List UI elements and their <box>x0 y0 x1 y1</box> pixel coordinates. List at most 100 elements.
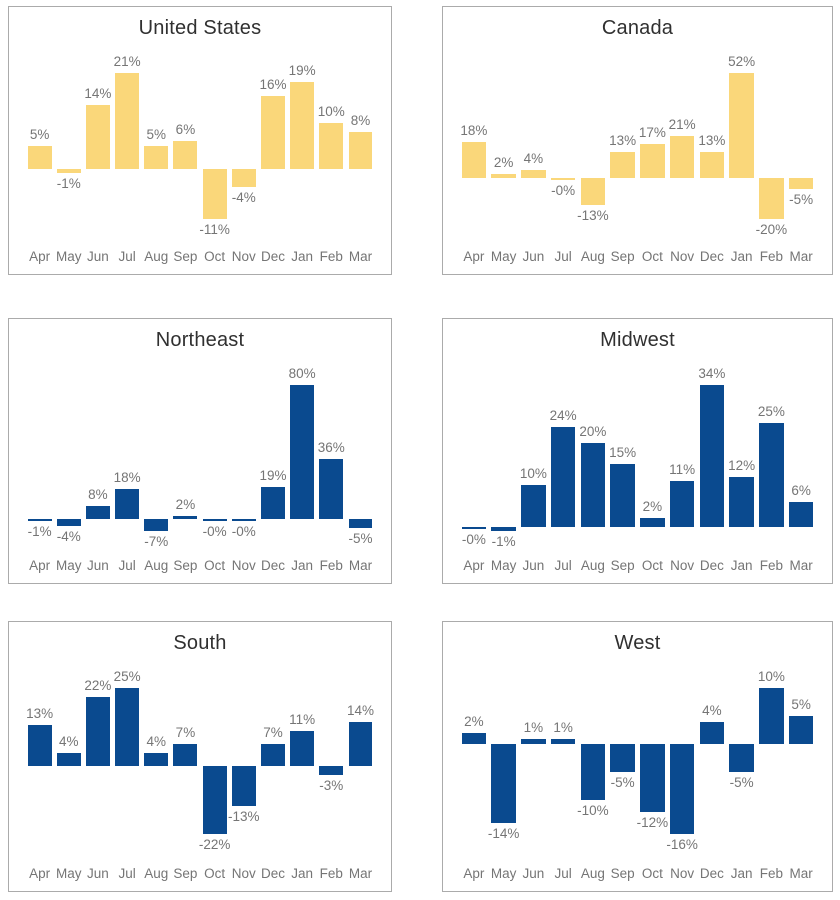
data-label-oct: -0% <box>202 524 227 540</box>
bar-jan[interactable] <box>290 731 315 766</box>
bar-feb[interactable] <box>759 178 784 219</box>
bar-apr[interactable] <box>27 519 52 522</box>
chart-panel-south: South 13% 4% 22% 25% 4% 7% -22% -13% 7% 11% -3% 14%… <box>8 621 392 892</box>
bar-oct[interactable] <box>640 518 665 527</box>
bar-jul[interactable] <box>550 738 576 745</box>
axis-label-apr: Apr <box>29 558 51 573</box>
bar-sep[interactable] <box>610 152 635 179</box>
bar-jan[interactable] <box>729 744 754 773</box>
bar-mar[interactable] <box>788 501 814 527</box>
bar-jul[interactable] <box>115 489 140 520</box>
bar-sep[interactable] <box>173 743 198 766</box>
bar-aug[interactable] <box>144 519 169 531</box>
bar-nov[interactable] <box>669 744 695 834</box>
axis-label-may: May <box>490 249 517 264</box>
bar-jul[interactable] <box>550 426 576 527</box>
bar-mar[interactable] <box>348 132 373 169</box>
data-label-may: -14% <box>487 825 520 841</box>
bar-column-dec: 16% <box>258 55 287 237</box>
bar-feb[interactable] <box>319 458 344 520</box>
bar-dec[interactable] <box>261 743 285 766</box>
bar-aug[interactable] <box>580 178 606 205</box>
bar-jul[interactable] <box>115 73 140 169</box>
bar-sep[interactable] <box>610 464 635 527</box>
bar-column-aug: 5% <box>142 55 171 237</box>
bar-dec[interactable] <box>261 95 285 169</box>
bar-sep[interactable] <box>610 744 635 773</box>
bar-oct[interactable] <box>202 168 227 219</box>
bar-column-may: 2% <box>489 55 519 237</box>
bar-jan[interactable] <box>290 385 315 520</box>
bar-jan[interactable] <box>290 82 315 169</box>
bar-apr[interactable] <box>461 141 487 179</box>
bar-apr[interactable] <box>27 725 52 766</box>
bar-jun[interactable] <box>521 738 546 745</box>
bar-feb[interactable] <box>759 688 784 745</box>
bar-may[interactable] <box>491 526 516 531</box>
bar-column-may: -4% <box>54 367 83 549</box>
bar-may[interactable] <box>491 744 516 823</box>
bar-dec[interactable] <box>699 721 725 745</box>
bar-nov[interactable] <box>669 480 695 527</box>
data-label-jan: 12% <box>728 457 756 473</box>
bar-jun[interactable] <box>85 505 110 520</box>
bar-jul[interactable] <box>115 688 140 766</box>
bar-mar[interactable] <box>348 722 373 766</box>
bar-column-oct: -12% <box>636 670 669 852</box>
bar-mar[interactable] <box>788 716 814 745</box>
plot-area: 13% 4% 22% 25% 4% 7% -22% -13% 7% 11% -3% 14% <box>25 670 375 852</box>
bar-nov[interactable] <box>669 135 695 179</box>
bar-mar[interactable] <box>348 519 373 528</box>
bar-column-jul: 25% <box>113 670 142 852</box>
bar-column-jan: 11% <box>288 670 317 852</box>
data-label-dec: 34% <box>698 366 726 381</box>
bar-jan[interactable] <box>729 73 754 179</box>
bar-mar[interactable] <box>788 178 814 189</box>
bar-oct[interactable] <box>202 765 227 834</box>
bar-may[interactable] <box>56 753 81 766</box>
axis-label-nov: Nov <box>670 249 695 264</box>
bar-oct[interactable] <box>640 143 665 179</box>
bar-jun[interactable] <box>85 697 110 766</box>
bar-column-may: -14% <box>487 670 520 852</box>
plot-area: -0% -1% 10% 24% 20% 15% 2% 11% 34% 12% 25% 6% <box>459 367 816 549</box>
bar-aug[interactable] <box>580 443 606 527</box>
bar-feb[interactable] <box>319 765 344 775</box>
bar-column-apr: 13% <box>25 670 54 852</box>
bar-apr[interactable] <box>461 732 487 745</box>
axis-label-sep: Sep <box>173 558 198 573</box>
bar-may[interactable] <box>56 519 81 526</box>
bar-aug[interactable] <box>144 753 169 766</box>
bar-jun[interactable] <box>521 485 546 527</box>
bar-apr[interactable] <box>27 146 52 169</box>
data-label-oct: -12% <box>636 814 669 830</box>
bar-nov[interactable] <box>231 765 256 807</box>
axis-label-nov: Nov <box>231 249 256 264</box>
bar-apr[interactable] <box>461 526 487 529</box>
bar-aug[interactable] <box>144 146 169 169</box>
data-label-sep: 15% <box>609 445 637 461</box>
data-label-sep: 7% <box>175 724 196 740</box>
bar-aug[interactable] <box>580 744 606 801</box>
bar-sep[interactable] <box>173 141 198 169</box>
x-axis: Apr May Jun Jul Aug Sep Oct Nov Dec Jan Feb Mar <box>25 248 375 266</box>
bar-jun[interactable] <box>521 170 546 179</box>
bar-sep[interactable] <box>173 515 198 520</box>
bar-may[interactable] <box>491 174 516 179</box>
bar-oct[interactable] <box>640 744 665 812</box>
bar-jul[interactable] <box>550 178 576 181</box>
bar-feb[interactable] <box>319 123 344 169</box>
data-label-nov: 11% <box>669 461 696 477</box>
axis-label-jul: Jul <box>554 558 572 573</box>
bar-oct[interactable] <box>202 519 227 522</box>
bar-may[interactable] <box>56 168 81 174</box>
bar-jun[interactable] <box>85 104 110 169</box>
axis-label-nov: Nov <box>670 558 695 573</box>
bar-dec[interactable] <box>699 152 725 179</box>
bar-dec[interactable] <box>261 487 285 520</box>
bar-feb[interactable] <box>759 422 784 527</box>
bar-nov[interactable] <box>231 519 256 522</box>
bar-dec[interactable] <box>699 385 725 527</box>
bar-nov[interactable] <box>231 168 256 188</box>
bar-jan[interactable] <box>729 476 754 527</box>
